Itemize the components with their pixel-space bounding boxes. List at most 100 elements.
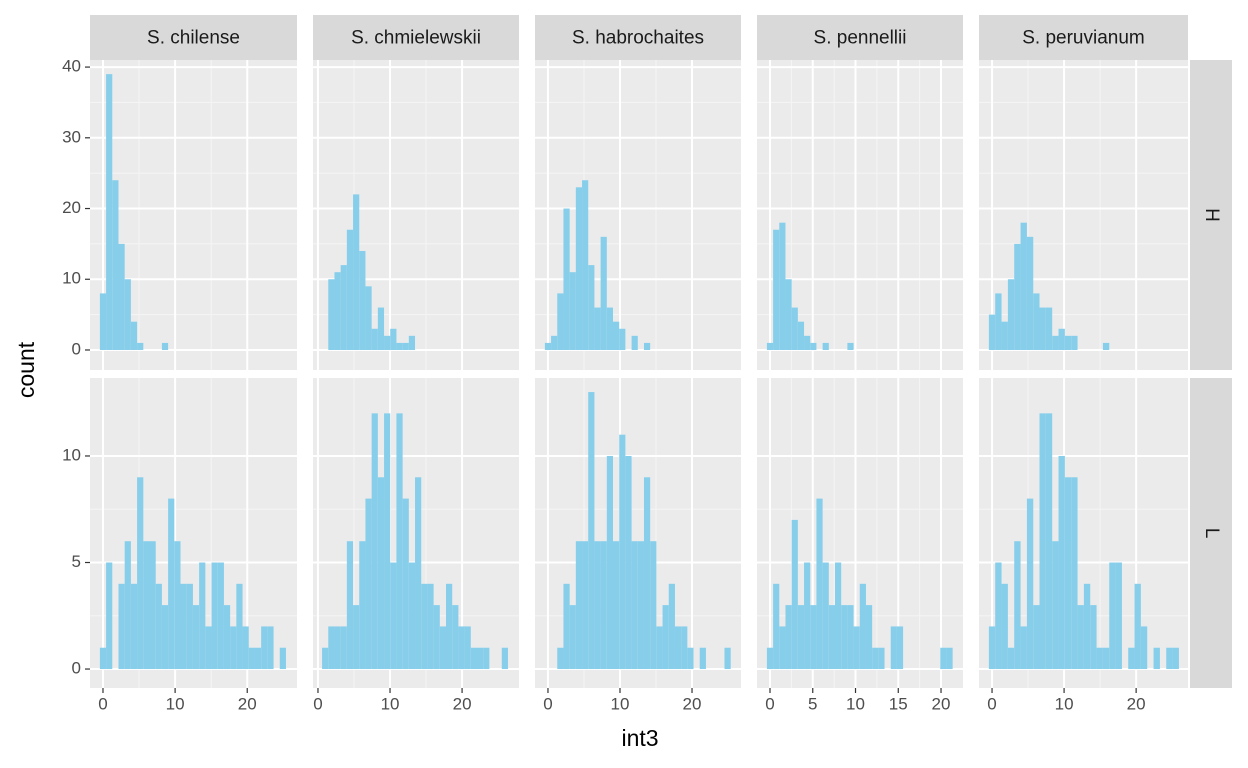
histogram-bar — [557, 647, 564, 670]
x-tick-label: 20 — [683, 694, 702, 713]
histogram-bar — [267, 626, 274, 670]
histogram-bar — [223, 605, 231, 670]
histogram-bar — [797, 321, 805, 350]
histogram-bar — [390, 328, 397, 350]
histogram-bar — [433, 605, 440, 670]
histogram-bar — [643, 477, 651, 670]
histogram-bar — [1102, 342, 1110, 350]
histogram-bar — [476, 647, 484, 670]
strip — [979, 15, 1188, 60]
histogram-bar — [828, 605, 836, 670]
histogram-bar — [625, 455, 632, 670]
strip — [757, 15, 963, 60]
histogram-bar — [180, 583, 187, 670]
histogram-bar — [1052, 335, 1059, 350]
histogram-bar — [427, 583, 434, 670]
histogram-bar — [161, 342, 169, 350]
histogram-bar — [582, 180, 589, 350]
histogram-bar — [804, 335, 811, 350]
histogram-bar — [643, 342, 651, 350]
histogram-bar — [995, 293, 1002, 350]
histogram-bar — [1001, 583, 1008, 670]
strip-label: S. chilense — [147, 28, 240, 49]
histogram-bar — [822, 562, 829, 670]
histogram-bar — [118, 583, 125, 670]
histogram-bar — [161, 605, 169, 670]
x-tick-label: 20 — [238, 694, 257, 713]
histogram-bar — [810, 605, 817, 670]
histogram-bar — [384, 413, 391, 670]
histogram-bar — [588, 392, 595, 670]
y-tick-label: 10 — [62, 269, 81, 288]
histogram-bar — [896, 626, 904, 670]
histogram-bar — [211, 562, 218, 670]
strip — [313, 15, 519, 60]
histogram-bar — [569, 272, 576, 350]
histogram-bar — [1115, 562, 1122, 670]
histogram-bar — [137, 477, 144, 670]
histogram-bar — [402, 342, 409, 350]
histogram-bar — [402, 498, 409, 670]
y-tick-label: 30 — [62, 127, 81, 146]
histogram-bar — [261, 626, 268, 670]
histogram-bar — [217, 562, 224, 670]
histogram-bar — [600, 236, 607, 350]
strip-label: S. habrochaites — [572, 28, 704, 49]
histogram-bar — [1020, 626, 1027, 670]
histogram-bar — [130, 583, 138, 670]
histogram-bar — [724, 647, 731, 670]
histogram-bar — [384, 335, 391, 350]
histogram-bar — [1014, 243, 1021, 350]
histogram-bar — [1058, 328, 1065, 350]
histogram-bar — [588, 265, 595, 350]
histogram-bar — [124, 541, 131, 670]
y-tick-label: 0 — [72, 659, 81, 678]
histogram-bar — [1058, 455, 1065, 670]
histogram-bar — [835, 562, 842, 670]
histogram-bar — [575, 187, 583, 350]
histogram-bar — [353, 605, 360, 670]
histogram-bar — [575, 541, 583, 670]
histogram-bar — [106, 562, 113, 670]
histogram-bar — [797, 605, 805, 670]
histogram-bar — [408, 335, 416, 350]
histogram-bar — [322, 647, 329, 670]
histogram-bar — [656, 626, 663, 670]
histogram-bar — [446, 583, 453, 670]
histogram-bar — [810, 342, 817, 350]
histogram-bar — [847, 605, 854, 670]
histogram-bar — [439, 626, 447, 670]
histogram-bar — [878, 647, 885, 670]
histogram-bar — [988, 314, 996, 350]
histogram-bar — [606, 307, 614, 350]
histogram-bar — [816, 498, 823, 670]
histogram-bar — [421, 583, 428, 670]
histogram-bar — [674, 626, 682, 670]
histogram-bar — [1020, 222, 1027, 350]
histogram-bar — [668, 583, 675, 670]
x-tick-label: 10 — [1055, 694, 1074, 713]
x-tick-label: 20 — [932, 694, 951, 713]
histogram-bar — [371, 328, 378, 350]
histogram-bar — [563, 208, 570, 350]
y-tick-label: 20 — [62, 198, 81, 217]
histogram-bar — [681, 626, 688, 670]
strip — [535, 15, 741, 60]
x-tick-label: 0 — [543, 694, 552, 713]
histogram-bar — [353, 194, 360, 350]
histogram-bar — [650, 541, 657, 670]
histogram-bar — [186, 583, 193, 670]
histogram-bar — [822, 342, 829, 350]
histogram-bar — [1064, 335, 1072, 350]
histogram-bar — [99, 293, 107, 350]
histogram-bar — [192, 605, 200, 670]
histogram-bar — [458, 626, 465, 670]
histogram-bar — [334, 272, 341, 350]
histogram-bar — [872, 647, 879, 670]
x-tick-label: 0 — [765, 694, 774, 713]
histogram-bar — [254, 647, 262, 670]
histogram-bar — [804, 562, 811, 670]
histogram-bar — [396, 342, 403, 350]
histogram-bar — [334, 626, 341, 670]
histogram-bar — [242, 626, 249, 670]
